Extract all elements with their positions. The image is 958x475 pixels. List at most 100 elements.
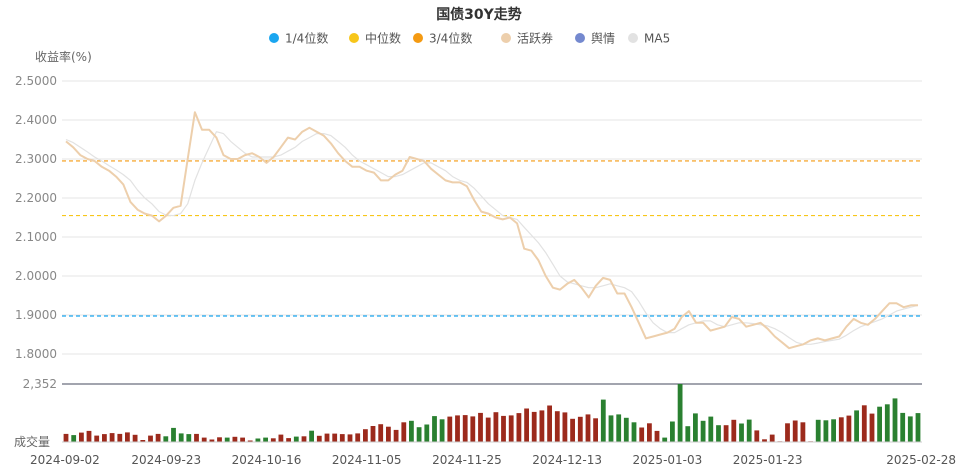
volume-bar (293, 436, 299, 442)
volume-bar (869, 413, 875, 442)
volume-bar (647, 423, 652, 442)
volume-bar (577, 416, 583, 442)
volume-bar (616, 414, 622, 442)
volume-bar (163, 436, 169, 442)
legend: 1/4位数 中位数 3/4位数 活跃券 舆情 MA5 (269, 31, 670, 46)
volume-bar (171, 427, 176, 442)
volume-bar (263, 437, 268, 442)
legend-marker-0 (269, 33, 279, 43)
volume-bar (178, 433, 184, 442)
volume-bar (347, 434, 353, 442)
volume-bar (470, 416, 476, 442)
volume-bar (800, 422, 806, 442)
volume-bar (455, 415, 460, 442)
volume-bar (831, 419, 836, 442)
volume-bar (462, 415, 468, 442)
legend-label-2: 3/4位数 (429, 31, 472, 46)
volume-bar (815, 419, 821, 442)
legend-marker-2 (413, 33, 423, 43)
legend-label-0: 1/4位数 (285, 31, 328, 46)
reference-lines (62, 160, 922, 317)
volume-bar (915, 413, 921, 442)
legend-marker-5 (628, 33, 638, 43)
volume-bar (194, 433, 199, 442)
volume-bar (585, 414, 591, 442)
volume-bar (209, 439, 215, 442)
volume-bar (631, 422, 637, 442)
volume-bar (754, 430, 760, 442)
volume-bar (332, 433, 338, 442)
volume-bar (217, 437, 222, 442)
volume-bar (823, 420, 829, 442)
legend-marker-3 (501, 33, 511, 43)
volume-bar (900, 412, 906, 442)
volume-max-label: 2,352 (23, 377, 57, 391)
volume-bar (716, 425, 721, 442)
volume-bar (700, 420, 706, 442)
volume-bar (240, 437, 245, 442)
legend-marker-1 (349, 33, 359, 43)
volume-bar (892, 398, 898, 442)
volume-bar (432, 416, 437, 442)
volume-bar (785, 423, 790, 442)
volume-bar (562, 412, 568, 442)
volume-label: 成交量 (14, 434, 50, 449)
volume-bar (132, 434, 138, 442)
volume-bar (71, 435, 77, 442)
volume-bar (386, 426, 391, 442)
volume-bar (693, 413, 698, 442)
volume-bar (255, 438, 261, 442)
x-tick-label: 2024-10-16 (232, 453, 302, 467)
legend-label-5: MA5 (644, 32, 670, 46)
series-lines (65, 111, 919, 350)
volume-bar (769, 434, 775, 442)
chart-title: 国债30Y走势 (436, 6, 522, 23)
volume-bar (363, 429, 368, 442)
volume-bar (508, 415, 514, 442)
volume-bar (547, 405, 552, 442)
volume-bars (63, 384, 921, 442)
volume-bar (554, 411, 560, 442)
legend-marker-4 (575, 33, 585, 43)
volume-bar (286, 438, 291, 442)
legend-label-3: 活跃券 (517, 31, 553, 46)
volume-bar (301, 436, 307, 442)
volume-bar (723, 425, 729, 442)
volume-bar (378, 424, 384, 442)
volume-bar (416, 427, 422, 442)
volume-bar (662, 437, 668, 442)
active-bond-line (65, 111, 918, 350)
volume-bar (623, 417, 629, 442)
volume-bar (94, 435, 100, 442)
volume-bar (677, 384, 683, 442)
volume-bar (393, 429, 399, 442)
volume-bar (539, 410, 545, 442)
volume-bar (877, 406, 882, 442)
volume-bar (86, 430, 92, 442)
volume-bar (155, 433, 161, 442)
volume-bar (401, 422, 407, 442)
y-axis-label: 收益率(%) (35, 49, 92, 64)
volume-bar (792, 420, 798, 442)
x-tick-label: 2024-12-13 (532, 453, 602, 467)
volume-bar (608, 415, 614, 442)
y-tick-label: 2.5000 (15, 74, 57, 88)
y-tick-label: 1.9000 (15, 308, 57, 322)
volume-bar (79, 432, 84, 442)
volume-bar (117, 433, 123, 442)
volume-bar (148, 435, 153, 442)
volume-bar (270, 438, 276, 442)
volume-bar (63, 433, 69, 442)
volume-bar (670, 421, 675, 442)
volume-bar (501, 415, 506, 442)
x-tick-label: 2025-01-03 (633, 453, 703, 467)
y-tick-label: 1.8000 (15, 347, 57, 361)
volume-bar (140, 440, 146, 442)
ma5-line (65, 131, 919, 345)
volume-bar (739, 423, 744, 442)
legend-label-1: 中位数 (365, 31, 401, 46)
volume-bar (570, 418, 575, 442)
volume-bar (232, 436, 238, 442)
y-tick-label: 2.0000 (15, 269, 57, 283)
